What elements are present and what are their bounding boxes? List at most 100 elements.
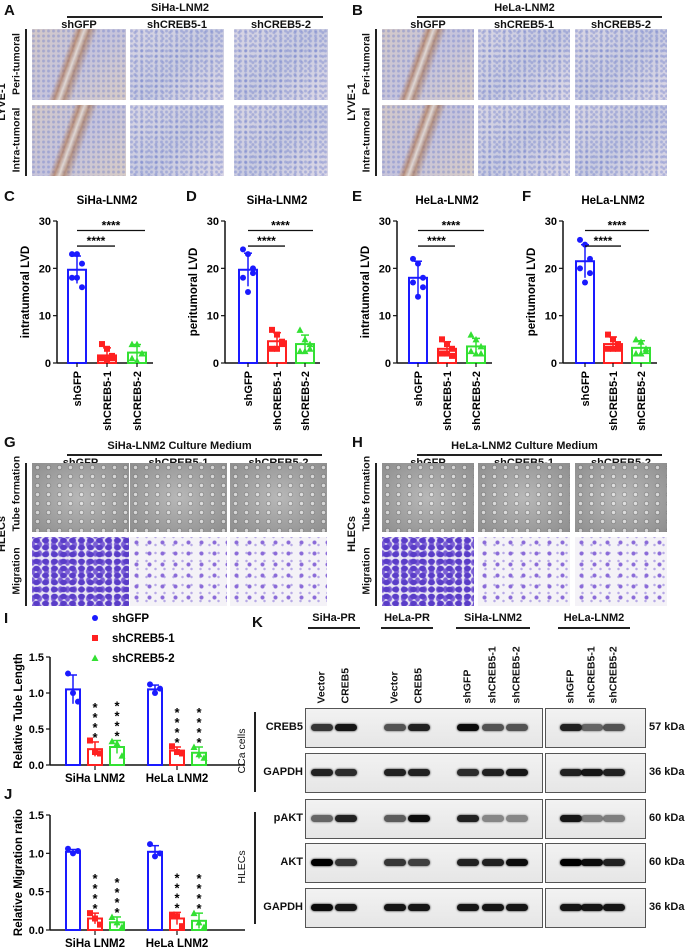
lane-label: CREB5 (412, 667, 425, 703)
y-tick-label: 0 (551, 358, 557, 370)
data-point (70, 850, 76, 857)
data-point (274, 345, 280, 352)
data-point (169, 743, 175, 750)
data-point (410, 279, 416, 286)
panel-title: SiHa-LNM2 (150, 2, 210, 14)
bar (67, 268, 87, 364)
data-point (190, 909, 198, 917)
protein-band (560, 815, 582, 822)
y-tick-label: 1.5 (29, 652, 44, 664)
micrograph-image (575, 463, 667, 532)
row-bracket (375, 463, 377, 606)
legend-label: shGFP (112, 613, 149, 625)
data-point (104, 345, 110, 352)
panel-label-e: E (352, 188, 363, 205)
data-point (240, 274, 246, 281)
data-point (587, 255, 593, 262)
significance-label: **** (196, 705, 202, 750)
micrograph-image (575, 537, 667, 606)
protein-band (311, 815, 333, 822)
protein-band (560, 859, 582, 866)
panel-label-k: K (252, 614, 263, 631)
data-point (439, 336, 445, 343)
protein-band (581, 769, 603, 776)
group-underline (308, 627, 360, 629)
column-header: shCREB5-2 (591, 19, 651, 31)
micrograph-image (230, 537, 327, 606)
data-point (65, 845, 71, 852)
section-label: CCa cells (236, 728, 248, 774)
molecular-weight-label: 60 kDa (649, 812, 685, 824)
protein-band (506, 724, 528, 731)
x-group-label: SiHa LNM2 (65, 938, 125, 950)
protein-band (560, 769, 582, 776)
data-point (157, 850, 163, 857)
lane-label: shCREB5-1 (585, 645, 598, 703)
chart-title: SiHa-LNM2 (77, 195, 138, 207)
y-tick-label: 20 (207, 263, 219, 275)
data-point (449, 352, 455, 359)
y-tick-label: 30 (207, 216, 219, 228)
data-point (195, 918, 203, 926)
protein-band (408, 724, 430, 731)
data-point (133, 357, 141, 364)
data-point (415, 260, 421, 267)
lane-label: shCREB5-1 (486, 645, 499, 703)
significance-label: **** (174, 870, 180, 915)
micrograph-image (575, 105, 667, 176)
x-tick-label: shCREB5-1 (272, 371, 284, 431)
data-point (174, 749, 180, 756)
blot-group-header: SiHa-LNM2 (463, 612, 523, 624)
y-tick-label: 30 (39, 216, 51, 228)
data-point (449, 345, 455, 352)
blot-row-label: CREB5 (265, 721, 303, 733)
micrograph-image (32, 463, 129, 532)
data-point (109, 355, 115, 362)
data-point (128, 340, 136, 348)
x-tick-label: shCREB5-2 (471, 371, 483, 431)
data-point (152, 853, 158, 860)
data-point (97, 750, 103, 757)
y-tick-label: 30 (545, 216, 557, 228)
panel-label-a: A (4, 2, 15, 19)
group-underline (381, 627, 433, 629)
bar (65, 850, 81, 931)
y-tick-label: 10 (545, 311, 557, 323)
chart-title: HeLa-LNM2 (581, 195, 644, 207)
y-tick-label: 1.0 (29, 688, 44, 700)
data-point (118, 923, 126, 930)
y-tick-label: 0 (385, 358, 391, 370)
section-label: HLECs (236, 850, 248, 884)
x-group-label: SiHa LNM2 (65, 773, 125, 785)
data-point (250, 270, 256, 277)
y-axis-label: Relative Migration ratio (13, 809, 25, 936)
significance-label: **** (114, 875, 120, 920)
protein-band (457, 815, 479, 822)
protein-band (482, 859, 504, 866)
micrograph-image (32, 105, 126, 176)
title-underline (67, 454, 322, 456)
bar (147, 850, 163, 931)
title-underline (67, 16, 323, 18)
protein-band (384, 904, 406, 911)
column-header: shGFP (410, 19, 446, 31)
protein-band (603, 769, 625, 776)
protein-band (384, 859, 406, 866)
x-tick-label: shCREB5-2 (132, 371, 144, 431)
data-point (245, 251, 251, 258)
significance-label: **** (174, 705, 180, 750)
x-tick-label: shCREB5-2 (636, 371, 648, 431)
significance-label: **** (114, 699, 120, 744)
data-point (79, 284, 85, 291)
data-point (306, 340, 314, 348)
micrograph-image (130, 105, 224, 176)
y-tick-label: 0 (45, 358, 51, 370)
data-point (200, 754, 208, 761)
data-point (108, 737, 116, 745)
y-tick-label: 0.0 (29, 760, 44, 772)
y-axis-label: intratumoral LVD (20, 246, 32, 338)
x-tick-label: shCREB5-2 (300, 371, 312, 431)
data-point (92, 749, 98, 756)
protein-band (384, 815, 406, 822)
data-point (279, 341, 285, 348)
